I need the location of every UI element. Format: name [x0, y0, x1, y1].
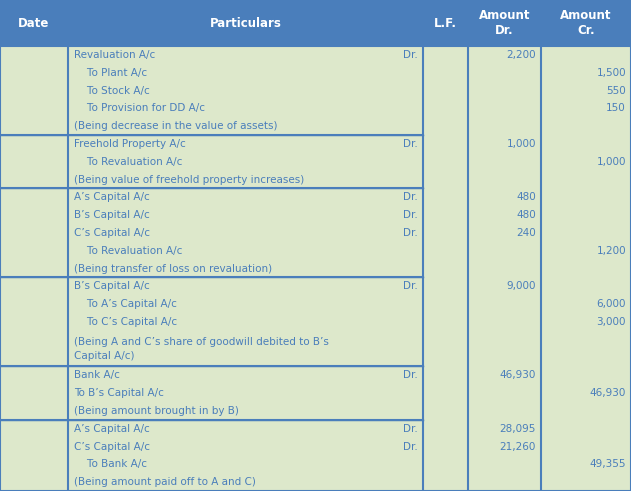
Text: 550: 550 [606, 85, 626, 96]
Text: C’s Capital A/c: C’s Capital A/c [74, 441, 150, 452]
Text: (Being transfer of loss on revaluation): (Being transfer of loss on revaluation) [74, 264, 272, 273]
Text: B’s Capital A/c: B’s Capital A/c [74, 210, 150, 220]
Text: Revaluation A/c: Revaluation A/c [74, 50, 155, 60]
Text: 49,355: 49,355 [589, 459, 626, 469]
Text: 3,000: 3,000 [596, 317, 626, 327]
Text: Dr.: Dr. [403, 139, 418, 149]
Text: Particulars: Particulars [209, 17, 281, 29]
Text: (Being A and C’s share of goodwill debited to B’s
Capital A/c): (Being A and C’s share of goodwill debit… [74, 337, 329, 360]
Text: 21,260: 21,260 [500, 441, 536, 452]
Bar [0, 224, 631, 242]
Text: Bank A/c: Bank A/c [74, 370, 120, 381]
Text: Dr.: Dr. [403, 370, 418, 381]
Text: 46,930: 46,930 [589, 388, 626, 398]
Text: Freehold Property A/c: Freehold Property A/c [74, 139, 186, 149]
Text: 2,200: 2,200 [506, 50, 536, 60]
Text: (Being amount brought in by B): (Being amount brought in by B) [74, 406, 239, 416]
Bar [0, 384, 631, 402]
Bar [0, 0, 631, 46]
Bar [0, 206, 631, 224]
Bar [0, 295, 631, 313]
Text: 1,500: 1,500 [596, 68, 626, 78]
Text: Dr.: Dr. [403, 441, 418, 452]
Text: To A’s Capital A/c: To A’s Capital A/c [74, 299, 177, 309]
Text: Dr.: Dr. [403, 281, 418, 291]
Text: To Revaluation A/c: To Revaluation A/c [74, 246, 182, 256]
Text: To Plant A/c: To Plant A/c [74, 68, 147, 78]
Bar [0, 64, 631, 82]
Text: Dr.: Dr. [403, 50, 418, 60]
Text: 150: 150 [606, 103, 626, 113]
Bar [0, 153, 631, 170]
Bar [0, 46, 631, 64]
Text: To Stock A/c: To Stock A/c [74, 85, 150, 96]
Bar [0, 473, 631, 491]
Text: (Being value of freehold property increases): (Being value of freehold property increa… [74, 174, 304, 185]
Text: Dr.: Dr. [403, 192, 418, 202]
Text: L.F.: L.F. [434, 17, 457, 29]
Text: To Provision for DD A/c: To Provision for DD A/c [74, 103, 205, 113]
Bar [0, 366, 631, 384]
Bar [0, 135, 631, 153]
Text: Dr.: Dr. [403, 228, 418, 238]
Text: To C’s Capital A/c: To C’s Capital A/c [74, 317, 177, 327]
Bar [0, 455, 631, 473]
Bar [0, 313, 631, 331]
Bar [0, 277, 631, 295]
Text: A’s Capital A/c: A’s Capital A/c [74, 424, 150, 434]
Text: 480: 480 [516, 210, 536, 220]
Text: To B’s Capital A/c: To B’s Capital A/c [74, 388, 164, 398]
Bar [0, 189, 631, 206]
Text: (Being decrease in the value of assets): (Being decrease in the value of assets) [74, 121, 278, 131]
Bar [0, 99, 631, 117]
Bar [0, 331, 631, 366]
Text: Dr.: Dr. [403, 210, 418, 220]
Text: 6,000: 6,000 [596, 299, 626, 309]
Text: Date: Date [18, 17, 50, 29]
Text: C’s Capital A/c: C’s Capital A/c [74, 228, 150, 238]
Text: 1,200: 1,200 [596, 246, 626, 256]
Bar [0, 242, 631, 260]
Bar [0, 260, 631, 277]
Text: 28,095: 28,095 [500, 424, 536, 434]
Text: To Revaluation A/c: To Revaluation A/c [74, 157, 182, 167]
Text: B’s Capital A/c: B’s Capital A/c [74, 281, 150, 291]
Text: 9,000: 9,000 [507, 281, 536, 291]
Text: Amount
Dr.: Amount Dr. [479, 9, 530, 37]
Text: A’s Capital A/c: A’s Capital A/c [74, 192, 150, 202]
Bar [0, 82, 631, 99]
Text: 240: 240 [516, 228, 536, 238]
Text: Amount
Cr.: Amount Cr. [560, 9, 611, 37]
Bar [0, 170, 631, 189]
Text: 480: 480 [516, 192, 536, 202]
Text: Dr.: Dr. [403, 424, 418, 434]
Bar [0, 437, 631, 455]
Text: 1,000: 1,000 [507, 139, 536, 149]
Bar [0, 402, 631, 420]
Text: 1,000: 1,000 [596, 157, 626, 167]
Text: (Being amount paid off to A and C): (Being amount paid off to A and C) [74, 477, 256, 487]
Bar [0, 117, 631, 135]
Text: To Bank A/c: To Bank A/c [74, 459, 147, 469]
Bar [0, 420, 631, 437]
Text: 46,930: 46,930 [500, 370, 536, 381]
